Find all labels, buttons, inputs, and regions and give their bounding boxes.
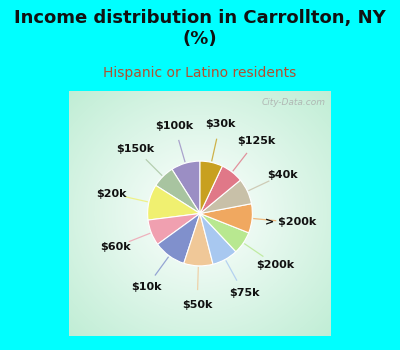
Text: $75k: $75k	[229, 288, 259, 299]
Wedge shape	[148, 214, 200, 244]
Wedge shape	[200, 204, 252, 233]
Text: > $200k: > $200k	[265, 217, 316, 227]
Text: Hispanic or Latino residents: Hispanic or Latino residents	[103, 66, 297, 80]
Text: $30k: $30k	[205, 119, 235, 130]
Text: $10k: $10k	[131, 282, 162, 292]
Text: $40k: $40k	[267, 170, 298, 180]
Text: $50k: $50k	[182, 300, 212, 310]
Text: $60k: $60k	[100, 242, 130, 252]
Wedge shape	[200, 214, 236, 264]
Text: $200k: $200k	[256, 260, 294, 270]
Wedge shape	[148, 186, 200, 220]
Text: $20k: $20k	[96, 189, 126, 198]
Wedge shape	[172, 161, 200, 214]
Wedge shape	[200, 180, 252, 214]
Wedge shape	[200, 214, 249, 252]
Text: $150k: $150k	[116, 144, 154, 154]
Text: $100k: $100k	[156, 121, 194, 131]
Wedge shape	[200, 161, 222, 214]
Wedge shape	[200, 166, 240, 214]
Text: City-Data.com: City-Data.com	[262, 98, 326, 107]
Wedge shape	[158, 214, 200, 263]
Text: Income distribution in Carrollton, NY
(%): Income distribution in Carrollton, NY (%…	[14, 9, 386, 48]
Wedge shape	[156, 169, 200, 214]
Text: $125k: $125k	[237, 136, 275, 146]
Wedge shape	[184, 214, 213, 266]
